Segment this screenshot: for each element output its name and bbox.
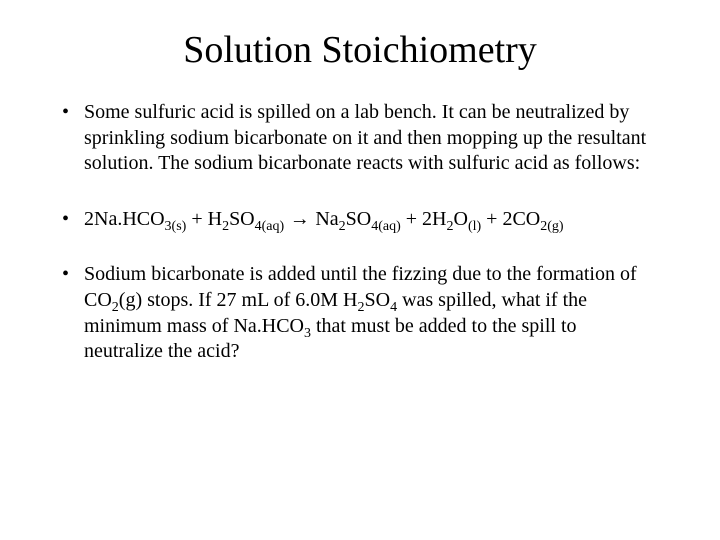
eq-r1-prefix: Na.HCO: [94, 208, 165, 230]
eq-r2-mid: SO: [229, 208, 255, 230]
eq-p3-coef: 2: [502, 208, 512, 230]
eq-p1-mid: SO: [346, 208, 372, 230]
eq-plus3: +: [481, 208, 502, 230]
q-t3: SO: [364, 289, 390, 311]
eq-r2-sub2: 4(aq): [255, 219, 285, 234]
eq-r1-sub: 3(s): [165, 219, 187, 234]
bullet-intro: Some sulfuric acid is spilled on a lab b…: [60, 100, 660, 177]
eq-p1-prefix: Na: [315, 208, 338, 230]
eq-p3-prefix: CO: [512, 208, 540, 230]
slide-title: Solution Stoichiometry: [60, 28, 660, 72]
eq-r2-sub1: 2: [222, 219, 229, 234]
eq-arrow: →: [284, 208, 315, 230]
q-t2: (g) stops. If 27 mL of 6.0M H: [119, 289, 358, 311]
bullet-equation: 2Na.HCO3(s) + H2SO4(aq) → Na2SO4(aq) + 2…: [60, 207, 660, 233]
q-s3: 4: [390, 300, 397, 315]
eq-r1-coef: 2: [84, 208, 94, 230]
eq-p1-sub1: 2: [339, 219, 346, 234]
eq-plus2: +: [401, 208, 422, 230]
eq-p2-mid: O: [454, 208, 468, 230]
eq-r2-prefix: H: [208, 208, 222, 230]
bullet-question: Sodium bicarbonate is added until the fi…: [60, 262, 660, 364]
q-s4: 3: [304, 326, 311, 341]
eq-p1-sub2: 4(aq): [371, 219, 401, 234]
eq-plus1: +: [186, 208, 207, 230]
eq-p2-sub1: 2: [447, 219, 454, 234]
eq-p3-sub: 2(g): [540, 219, 563, 234]
eq-p2-prefix: H: [432, 208, 446, 230]
bullet-list: Some sulfuric acid is spilled on a lab b…: [60, 100, 660, 365]
q-s1: 2: [112, 300, 119, 315]
eq-p2-coef: 2: [422, 208, 432, 230]
eq-p2-sub2: (l): [468, 219, 481, 234]
